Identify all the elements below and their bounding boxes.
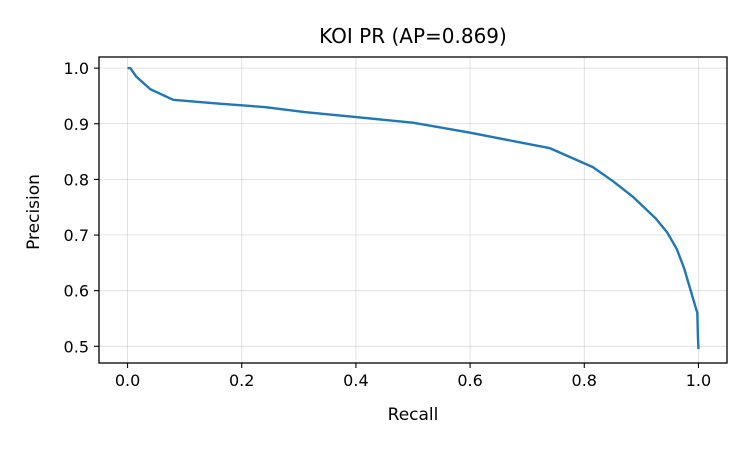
y-tick-label: 0.8 <box>64 170 89 189</box>
plot-series <box>127 66 700 350</box>
x-tick-label: 1.0 <box>686 371 711 390</box>
y-axis-label: Precision <box>24 174 44 250</box>
y-tick-label: 0.9 <box>64 115 89 134</box>
y-tick-label: 0.6 <box>64 282 89 301</box>
x-tick-label: 0.8 <box>572 371 597 390</box>
plot-frame <box>98 56 728 364</box>
x-tick-label: 0.4 <box>343 371 368 390</box>
gridlines <box>99 57 727 363</box>
y-tick-label: 0.7 <box>64 226 89 245</box>
x-tick-label: 0.0 <box>115 371 140 390</box>
pr-curve-line <box>127 66 700 350</box>
x-tick-label: 0.2 <box>229 371 254 390</box>
chart-title: KOI PR (AP=0.869) <box>319 24 507 48</box>
axis-ticks: 0.0 0.2 0.4 0.6 0.8 1.0 0.5 0.6 0.7 0.8 0.9 1.0 <box>64 59 712 390</box>
x-axis-label: Recall <box>388 405 439 425</box>
y-tick-label: 0.5 <box>64 337 89 356</box>
y-tick-label: 1.0 <box>64 59 89 78</box>
x-tick-label: 0.6 <box>457 371 482 390</box>
